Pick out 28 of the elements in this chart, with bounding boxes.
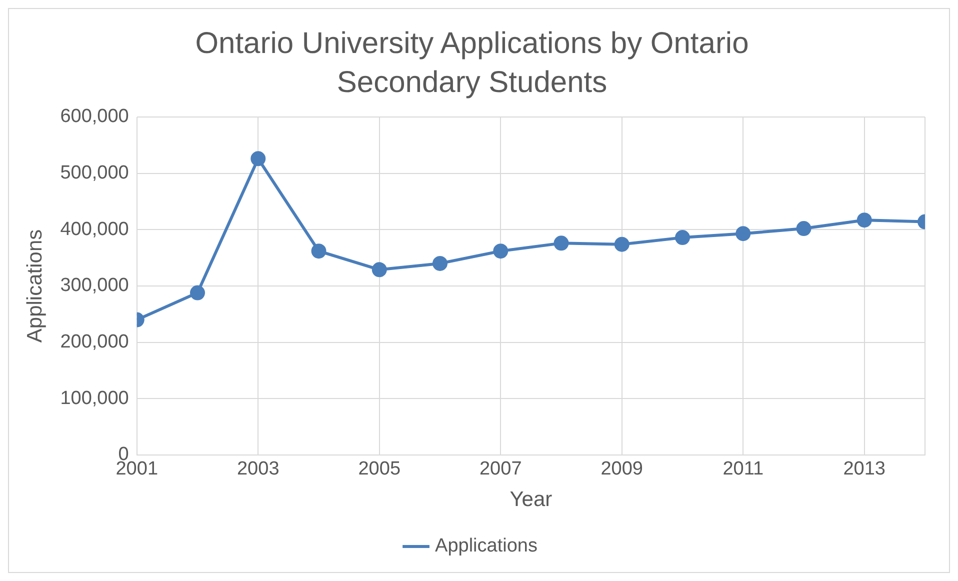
y-tick-label: 200,000	[60, 332, 129, 353]
x-tick-label: 2005	[358, 458, 401, 480]
x-tick-label: 2003	[236, 458, 280, 480]
point	[493, 244, 508, 259]
point	[432, 256, 448, 271]
x-tick-label: 2009	[600, 458, 644, 480]
point	[675, 230, 690, 246]
point	[554, 236, 569, 251]
point	[250, 151, 266, 166]
point	[614, 236, 630, 252]
point	[311, 244, 326, 259]
y-tick-label: 300,000	[60, 275, 129, 296]
point	[796, 221, 812, 236]
x-tick-label: 2007	[479, 458, 522, 480]
point	[190, 285, 206, 300]
x-axis-title: Year	[510, 488, 552, 512]
legend-label: Applications	[435, 536, 538, 557]
x-tick-label: 2011	[722, 458, 764, 480]
y-tick-label: 500,000	[60, 162, 129, 184]
point	[372, 262, 387, 278]
y-tick-label: 600,000	[60, 106, 129, 128]
point	[856, 212, 872, 228]
y-tick-label: 100,000	[60, 388, 129, 409]
y-axis-title: Applications	[23, 229, 46, 343]
point	[736, 226, 751, 242]
y-tick-label: 400,000	[60, 218, 129, 240]
chart-title: Ontario University Applications by Ontario Secondary Students	[195, 26, 749, 99]
x-tick-label: 2013	[843, 458, 886, 480]
